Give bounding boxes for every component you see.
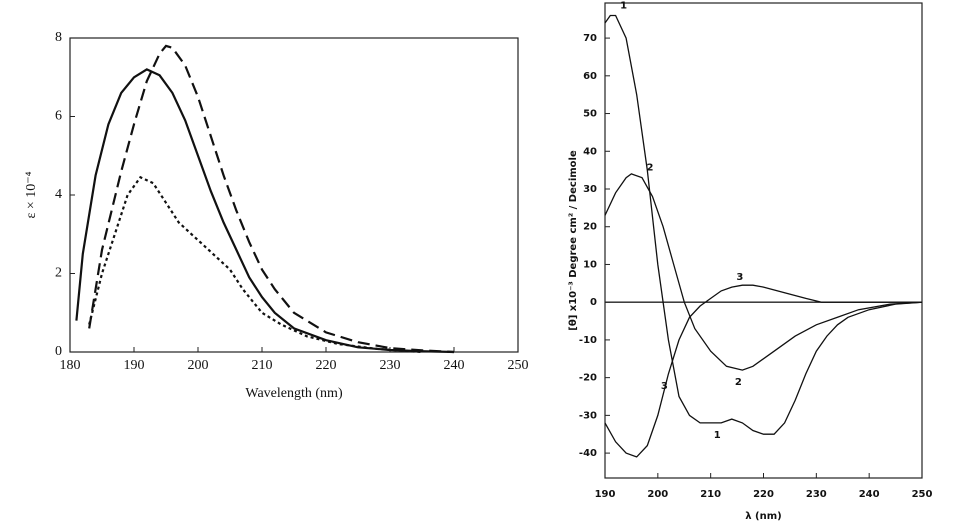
y-axis-label: ε × 10⁻⁴	[24, 171, 39, 218]
curve-label: 3	[661, 381, 668, 392]
y-tick-label: 0	[590, 297, 597, 308]
x-tick-label: 200	[188, 358, 209, 373]
x-tick-label: 220	[316, 358, 337, 373]
y-tick-label: -10	[579, 335, 597, 346]
x-tick-label: 230	[806, 489, 827, 500]
y-tick-label: 60	[583, 71, 597, 82]
data-line	[75, 68, 455, 354]
curve-label: 2	[735, 377, 742, 388]
curve-label: 1	[620, 0, 627, 11]
y-tick-label: 0	[55, 344, 62, 359]
y-tick-label: -40	[579, 448, 597, 459]
y-tick-label: 40	[583, 146, 597, 157]
plot-frame	[69, 37, 519, 353]
y-tick-label: 4	[55, 187, 62, 202]
data-line	[604, 284, 922, 458]
curve-label: 2	[646, 163, 653, 174]
x-tick-label: 210	[700, 489, 721, 500]
y-tick-label: 70	[583, 33, 597, 44]
x-axis-label: λ (nm)	[745, 511, 782, 522]
y-tick-label: 50	[583, 109, 597, 120]
y-tick-label: 6	[55, 109, 62, 124]
x-tick-label: 230	[380, 358, 401, 373]
x-axis-label: Wavelength (nm)	[245, 386, 343, 401]
data-line	[604, 14, 923, 435]
data-line	[604, 173, 923, 371]
data-line	[88, 44, 455, 354]
x-tick-label: 210	[252, 358, 273, 373]
chart: 180 190 200 210 220 230 240 250 0 2 4 6 8 Wavelength …	[24, 30, 528, 401]
x-tick-label: 190	[595, 489, 616, 500]
y-tick-label: -30	[579, 410, 597, 421]
curve-label: 3	[736, 272, 743, 283]
x-tick-label: 220	[753, 489, 774, 500]
y-tick-label: 30	[583, 184, 597, 195]
data-line	[88, 175, 423, 354]
y-tick-label: 10	[583, 259, 597, 270]
x-tick-label: 190	[124, 358, 145, 373]
plot-frame	[604, 2, 923, 479]
curve-label: 1	[714, 430, 721, 441]
chart: 190 200 210 220 230 240 250-40-30-20-100102030…	[568, 0, 932, 522]
x-tick-label: 240	[444, 358, 465, 373]
y-tick-label: 8	[55, 30, 62, 45]
y-axis-label: [θ] x10⁻³ Degree cm² / Decimole	[568, 150, 579, 331]
x-tick-label: 250	[912, 489, 933, 500]
y-tick-label: 20	[583, 222, 597, 233]
y-tick-label: 2	[55, 266, 62, 281]
x-tick-label: 240	[859, 489, 880, 500]
x-tick-label: 250	[508, 358, 529, 373]
y-tick-label: -20	[579, 373, 597, 384]
x-tick-label: 180	[60, 358, 81, 373]
x-tick-label: 200	[647, 489, 668, 500]
